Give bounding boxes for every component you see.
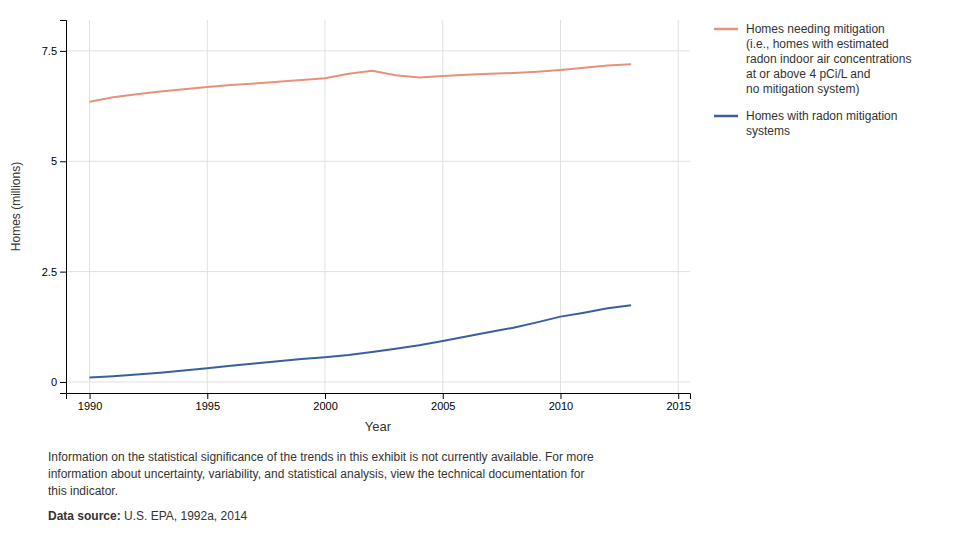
grid-line xyxy=(66,50,690,51)
footnote: this indicator. xyxy=(48,484,118,498)
tick-label: 7.5 xyxy=(42,45,57,57)
x-axis: 1990 1995 2000 2005 2010 2015 xyxy=(67,393,691,412)
legend-label-line: Homes needing mitigation xyxy=(746,22,885,36)
source: Data source: U.S. EPA, 1992a, 2014 xyxy=(48,509,248,523)
tick-label: 2015 xyxy=(666,400,690,412)
tick-mark xyxy=(60,161,66,162)
legend-label-line: at or above 4 pCi/L and xyxy=(746,67,870,81)
tick-label: 5 xyxy=(51,155,57,167)
tick-label: 1995 xyxy=(196,400,220,412)
tick-label: 1990 xyxy=(78,400,102,412)
tick-mark xyxy=(60,382,66,383)
tick: 1995 xyxy=(196,393,220,412)
series-line xyxy=(90,64,632,102)
legend-label: Homes with radon mitigationsystems xyxy=(746,109,897,138)
grid xyxy=(66,20,690,393)
tick-mark xyxy=(60,272,66,273)
grid-line xyxy=(678,20,679,393)
legend-swatch xyxy=(714,28,738,31)
x-axis-title: Year xyxy=(365,419,392,434)
footnotes: Information on the statistical significa… xyxy=(48,450,594,523)
tick-mark xyxy=(678,393,679,399)
tick-mark xyxy=(60,51,66,52)
tick: 7.5 xyxy=(42,45,66,57)
grid-line xyxy=(207,20,208,393)
plot: 1990 1995 2000 2005 2010 2015 0 2.5 5 7.5 Year Home… xyxy=(9,20,911,434)
tick-mark xyxy=(207,393,208,399)
source-label: Data source: xyxy=(48,509,121,523)
tick-label: 0 xyxy=(51,376,57,388)
axis-line xyxy=(60,21,67,394)
tick: 2005 xyxy=(431,393,455,412)
tick: 1990 xyxy=(78,393,102,412)
footnote: information about uncertainty, variabili… xyxy=(48,467,585,481)
legend-label-line: (i.e., homes with estimated xyxy=(746,37,889,51)
grid-line xyxy=(66,381,690,382)
tick-mark xyxy=(443,393,444,399)
tick-label: 2.5 xyxy=(42,266,57,278)
legend: Homes needing mitigation(i.e., homes wit… xyxy=(714,22,911,138)
tick: 2000 xyxy=(313,393,337,412)
legend-label-line: radon indoor air concentrations xyxy=(746,52,911,66)
tick: 5 xyxy=(51,155,66,167)
grid-line xyxy=(66,271,690,272)
legend-label-line: no mitigation system) xyxy=(746,82,859,96)
y-axis: 0 2.5 5 7.5 xyxy=(42,21,67,394)
tick: 2015 xyxy=(666,393,690,412)
grid-line xyxy=(560,20,561,393)
axis-line xyxy=(67,394,691,400)
tick-label: 2000 xyxy=(313,400,337,412)
tick-label: 2005 xyxy=(431,400,455,412)
series-group xyxy=(90,64,632,377)
y-axis-title: Homes (millions) xyxy=(9,162,23,251)
footnote: Information on the statistical significa… xyxy=(48,450,594,464)
tick-mark xyxy=(325,393,326,399)
source-text: U.S. EPA, 1992a, 2014 xyxy=(121,509,248,523)
tick: 2010 xyxy=(549,393,573,412)
legend-label: Homes needing mitigation(i.e., homes wit… xyxy=(746,22,911,96)
tick: 2.5 xyxy=(42,266,66,278)
grid-line xyxy=(66,161,690,162)
legend-label-line: systems xyxy=(746,124,790,138)
tick-mark xyxy=(560,393,561,399)
legend-label-line: Homes with radon mitigation xyxy=(746,109,897,123)
tick-mark xyxy=(90,393,91,399)
grid-line xyxy=(325,20,326,393)
legend-swatch xyxy=(714,115,738,118)
series-line xyxy=(90,305,632,377)
tick: 0 xyxy=(51,376,66,388)
tick-label: 2010 xyxy=(549,400,573,412)
chart: 1990 1995 2000 2005 2010 2015 0 2.5 5 7.5 Year Home… xyxy=(0,0,960,543)
grid-line xyxy=(89,20,90,393)
background xyxy=(0,0,960,543)
